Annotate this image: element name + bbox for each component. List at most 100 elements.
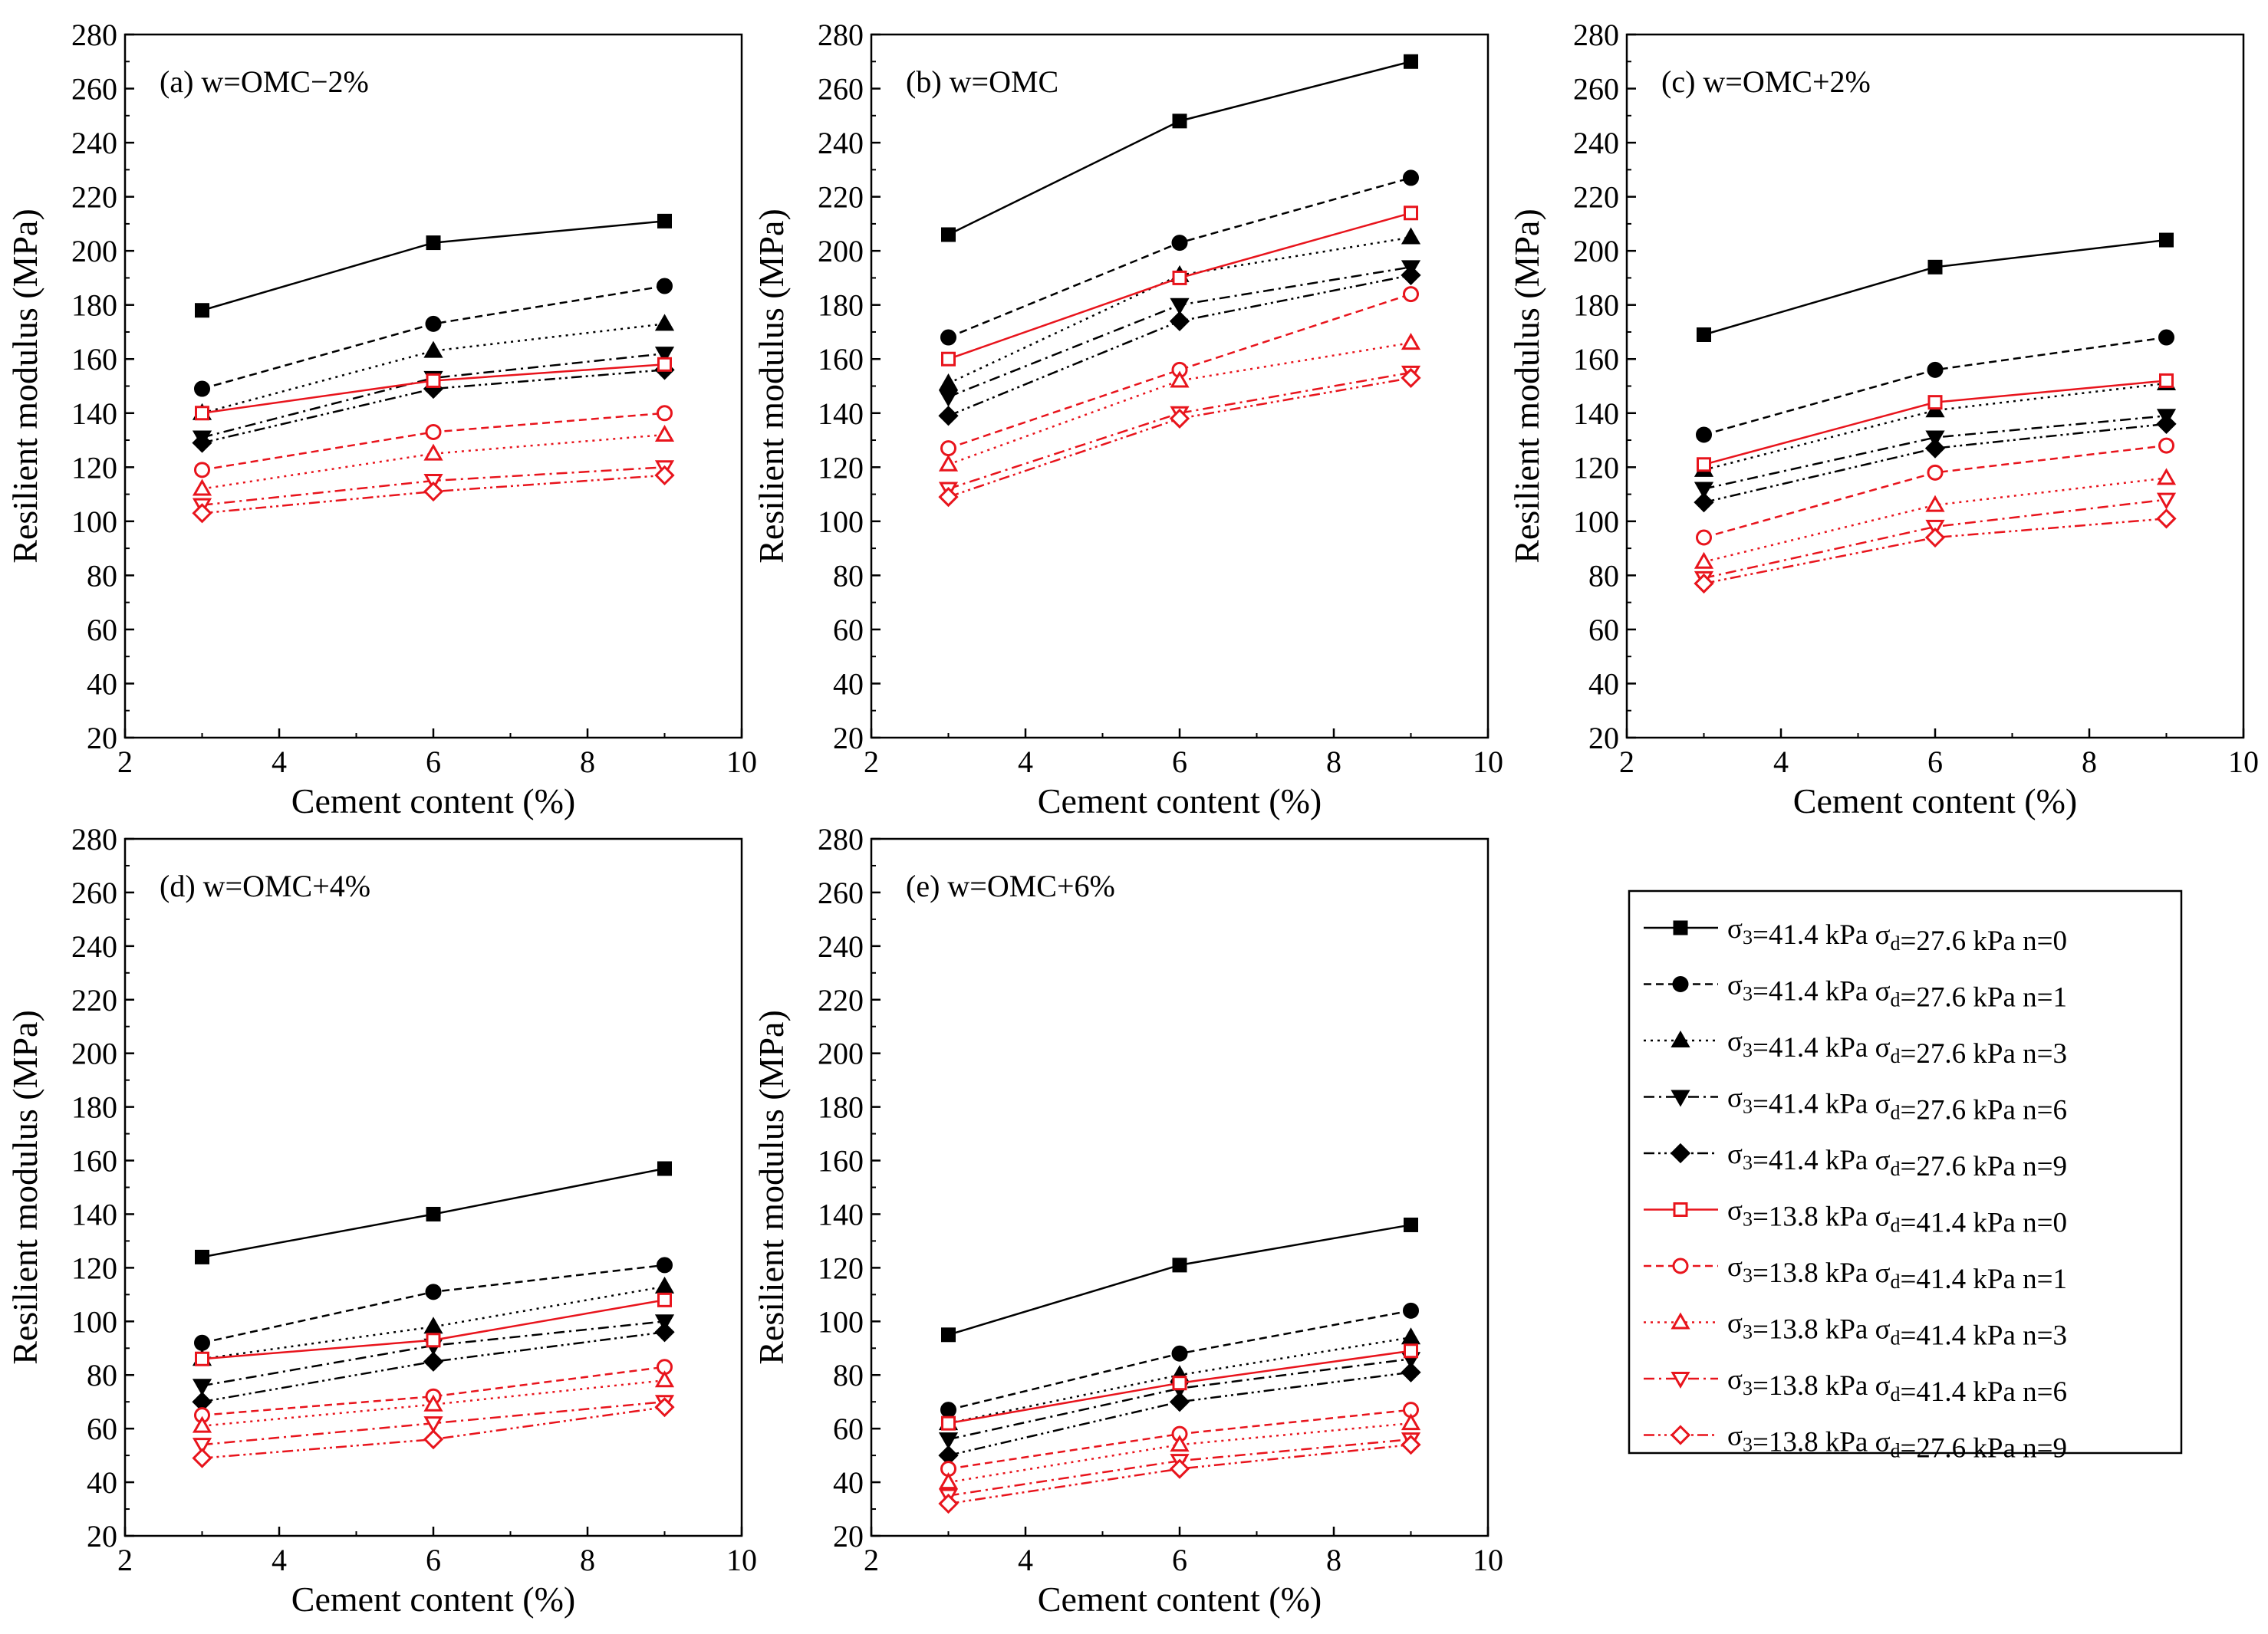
series-5: [195, 357, 672, 421]
data-point: [192, 478, 212, 496]
series-0: [941, 54, 1418, 242]
x-axis-title: Cement content (%): [1793, 781, 2077, 820]
panel-title: (b) w=OMC: [906, 64, 1058, 99]
data-point: [938, 1472, 959, 1490]
legend-subscript: 3: [1743, 1434, 1753, 1456]
series-line: [202, 1285, 665, 1360]
legend-label: σ3=41.4 kPa σd=27.6 kPa n=6: [1727, 1083, 2067, 1126]
x-tick-label: 4: [1018, 745, 1033, 779]
y-tick-label: 20: [87, 721, 117, 755]
series-9: [192, 465, 675, 524]
y-tick-label: 280: [1573, 18, 1619, 52]
legend-text-part: =13.8 kPa σ: [1753, 1202, 1891, 1233]
legend-entry-0: σ3=41.4 kPa σd=27.6 kPa n=0: [1644, 913, 2067, 957]
y-tick-label: 160: [818, 342, 864, 376]
data-point: [423, 481, 444, 502]
data-point: [1404, 54, 1418, 69]
data-point: [938, 1493, 959, 1514]
x-tick-label: 8: [2082, 745, 2097, 779]
chart-panel-c: 20 40 60 80 100 120 140 160 180 200 220 240 260 280 2 4…: [1507, 18, 2259, 820]
data-point: [2158, 329, 2174, 346]
data-point: [1924, 438, 1946, 459]
data-point: [192, 432, 212, 453]
legend-subscript: 3: [1743, 1264, 1753, 1287]
legend-text-part: =41.4 kPa σ: [1753, 1089, 1891, 1120]
x-axis-title: Cement content (%): [1038, 1580, 1322, 1619]
chart-panel-a: 20 40 60 80 100 120 140 160 180 200 220 240 260 280 2 4…: [5, 18, 757, 820]
legend-text-part: σ: [1727, 1083, 1743, 1114]
data-point: [1169, 1392, 1190, 1412]
data-point: [195, 1249, 209, 1264]
y-tick-label: 260: [71, 72, 117, 107]
legend-label: σ3=41.4 kPa σd=27.6 kPa n=1: [1727, 970, 2067, 1014]
legend-label: σ3=13.8 kPa σd=41.4 kPa n=1: [1727, 1251, 2067, 1295]
data-point: [1401, 367, 1421, 389]
legend-subscript: d: [1891, 1158, 1901, 1180]
legend-label: σ3=13.8 kPa σd=41.4 kPa n=0: [1727, 1195, 2067, 1239]
series-7: [192, 424, 675, 496]
series-line: [202, 220, 665, 311]
data-point: [1694, 482, 1714, 499]
x-tick-label: 2: [117, 745, 133, 779]
legend-entry-2: σ3=41.4 kPa σd=27.6 kPa n=3: [1644, 1026, 2067, 1070]
data-point: [1170, 1435, 1190, 1452]
panel-title: (a) w=OMC−2%: [160, 64, 369, 99]
legend-text-part: =27.6 kPa n=0: [1901, 925, 2067, 957]
series-9: [938, 1435, 1421, 1514]
x-tick-label: 6: [426, 745, 441, 779]
data-point: [657, 1292, 672, 1307]
legend-text-part: σ: [1727, 913, 1743, 945]
y-tick-label: 60: [87, 613, 117, 647]
data-point: [1170, 370, 1190, 388]
series-line: [1703, 336, 2167, 436]
data-point: [1172, 1376, 1187, 1391]
legend-text-part: σ: [1727, 1308, 1743, 1340]
legend-entry-1: σ3=41.4 kPa σd=27.6 kPa n=1: [1644, 970, 2067, 1014]
legend-label: σ3=41.4 kPa σd=27.6 kPa n=0: [1727, 913, 2067, 957]
data-point: [192, 1415, 212, 1433]
panel-title: (d) w=OMC+4%: [160, 869, 370, 903]
data-point: [1696, 529, 1712, 546]
data-point: [2156, 413, 2177, 434]
data-point: [192, 1379, 212, 1396]
legend-text-part: =13.8 kPa σ: [1753, 1258, 1891, 1289]
data-point: [654, 424, 675, 442]
y-tick-label: 220: [71, 180, 117, 215]
legend-text-part: σ: [1727, 1195, 1743, 1227]
series-line: [948, 1422, 1411, 1484]
data-point: [426, 1333, 441, 1348]
data-point: [938, 454, 959, 472]
series-line: [202, 412, 665, 472]
y-tick-label: 140: [818, 1197, 864, 1231]
y-axis-title: Resilient modulus (MPa): [752, 209, 791, 564]
series-7: [1694, 468, 2177, 569]
x-axis-title: Cement content (%): [291, 1580, 575, 1619]
series-line: [202, 433, 665, 490]
legend-swatch-marker: [1673, 920, 1688, 935]
data-point: [195, 1351, 209, 1366]
data-point: [1403, 169, 1419, 186]
y-tick-label: 160: [818, 1144, 864, 1179]
x-tick-label: 8: [580, 1543, 595, 1577]
y-tick-label: 220: [818, 983, 864, 1018]
legend-text-part: =27.6 kPa n=1: [1901, 982, 2067, 1014]
data-point: [1172, 1258, 1187, 1273]
legend-text-part: =41.4 kPa n=3: [1901, 1320, 2067, 1352]
y-tick-label: 260: [1573, 72, 1619, 107]
legend-entry-5: σ3=13.8 kPa σd=41.4 kPa n=0: [1644, 1195, 2067, 1239]
data-point: [1927, 464, 1944, 481]
y-tick-label: 160: [71, 1144, 117, 1179]
data-point: [938, 390, 959, 407]
data-point: [1694, 492, 1714, 513]
series-line: [1703, 382, 2167, 472]
series-1: [940, 169, 1419, 346]
y-axis-title: Resilient modulus (MPa): [5, 1010, 44, 1365]
series-9: [1694, 508, 2177, 594]
legend-subscript: 3: [1743, 983, 1753, 1005]
y-tick-label: 100: [71, 1304, 117, 1339]
data-point: [1170, 298, 1190, 315]
y-tick-label: 240: [818, 929, 864, 964]
data-point: [657, 1161, 672, 1176]
series-line: [948, 341, 1411, 465]
data-point: [425, 315, 442, 332]
